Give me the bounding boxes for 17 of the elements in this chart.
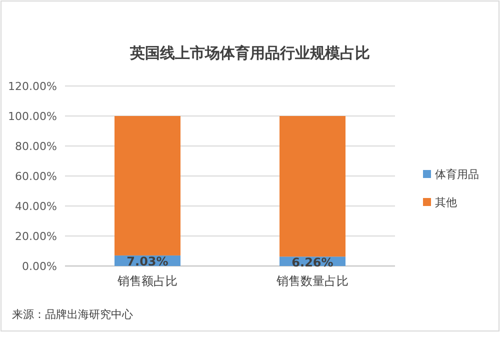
- x-tick-label: 销售额占比: [116, 274, 178, 288]
- y-tick-label: 40.00%: [15, 200, 57, 213]
- legend-label: 其他: [435, 196, 457, 209]
- data-label: 6.26%: [292, 255, 334, 270]
- chart-title: 英国线上市场体育用品行业规模占比: [129, 44, 370, 62]
- y-tick-label: 100.00%: [8, 110, 57, 123]
- bar: [280, 116, 346, 257]
- y-tick-label: 20.00%: [15, 230, 57, 243]
- x-tick-label: 销售数量占比: [276, 274, 348, 288]
- y-tick-label: 60.00%: [15, 170, 57, 183]
- y-tick-label: 80.00%: [15, 140, 57, 153]
- data-label: 7.03%: [126, 254, 168, 269]
- bar: [114, 116, 180, 256]
- legend-label: 体育用品: [435, 168, 479, 181]
- source-note: 来源：品牌出海研究中心: [12, 308, 133, 321]
- y-tick-label: 120.00%: [8, 80, 57, 93]
- y-tick-label: 0.00%: [22, 260, 57, 273]
